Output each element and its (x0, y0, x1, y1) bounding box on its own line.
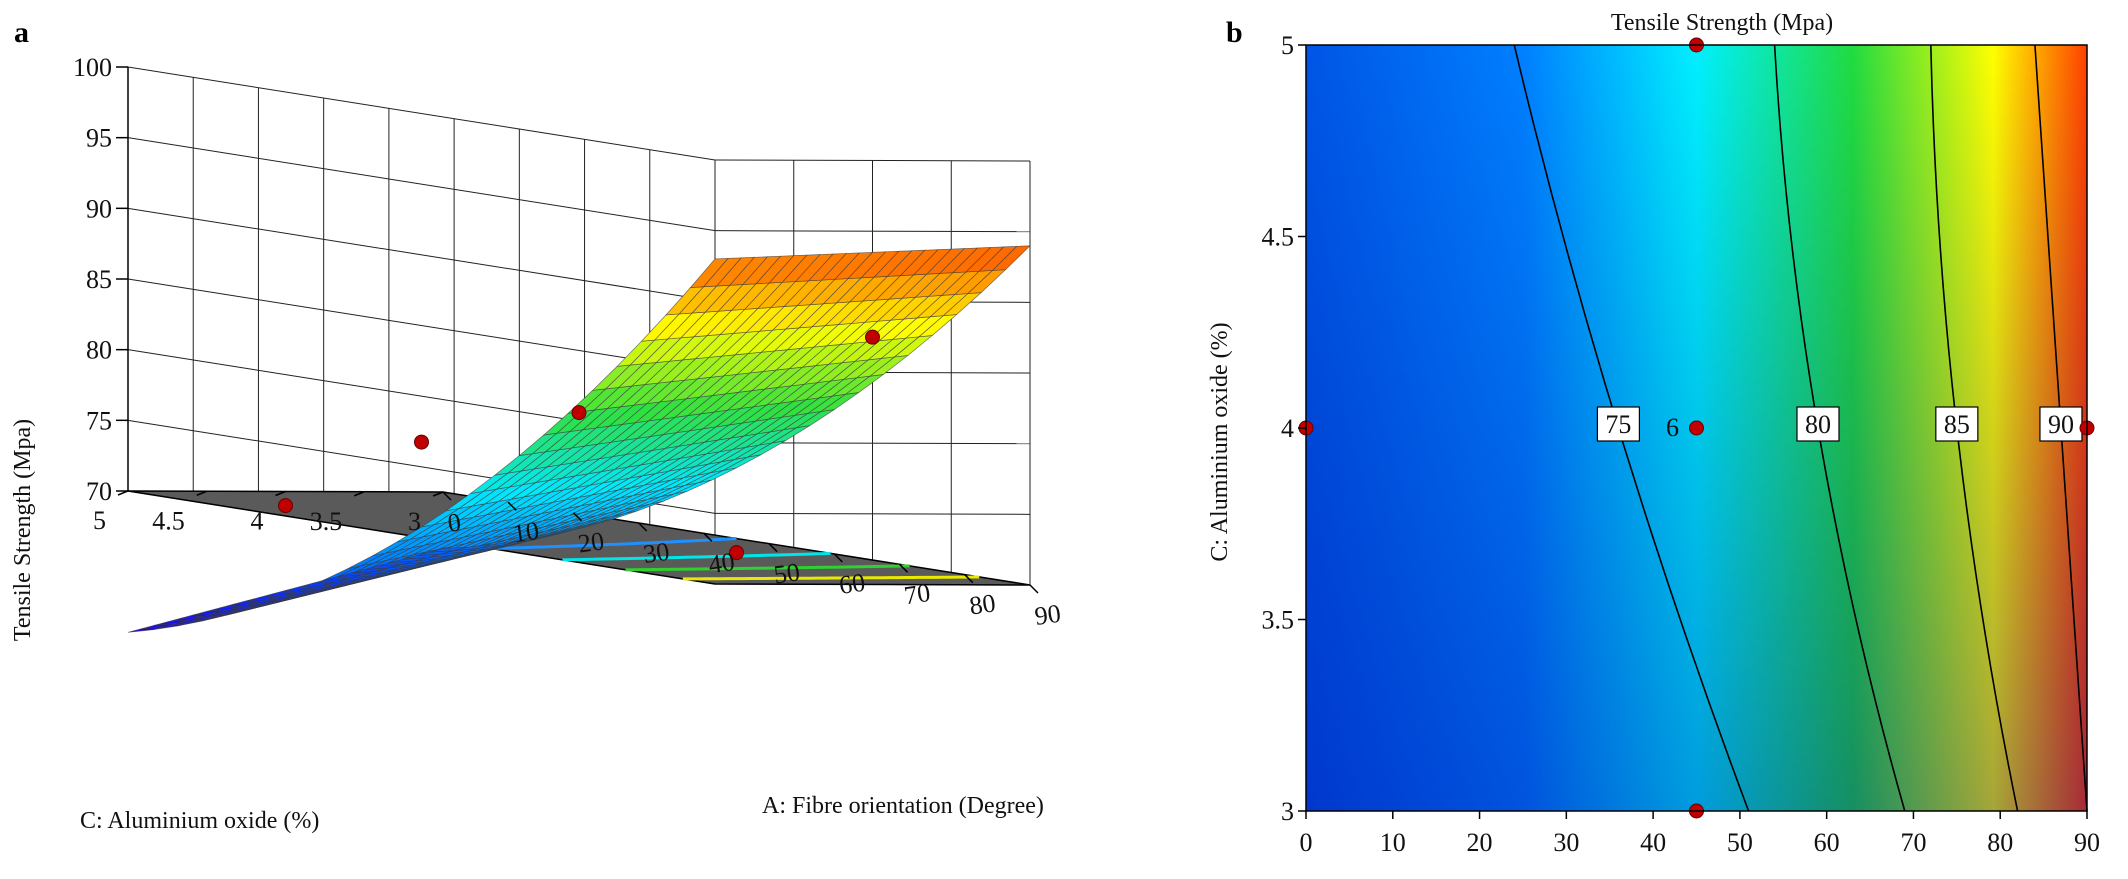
back-wall-grid-line (127, 207, 716, 302)
contour-label: 85 (1944, 410, 1970, 439)
design-point (414, 434, 429, 450)
side-wall-grid-line (714, 159, 1031, 162)
y-tick-label: 4.5 (152, 506, 185, 535)
z-tick-label: 100 (73, 53, 112, 82)
design-point (865, 329, 880, 345)
back-wall-grid-line (127, 137, 716, 232)
x-tick-label: 60 (1814, 828, 1840, 857)
y-axis-tick (353, 491, 365, 497)
surface-patch (991, 245, 1031, 271)
floor-contour-line (682, 575, 980, 581)
contour-label-box (2039, 406, 2083, 442)
x-tick-label: 20 (1467, 828, 1493, 857)
x-axis-tick (964, 574, 974, 584)
z-tick-label: 95 (86, 124, 112, 153)
side-wall-grid-line (714, 512, 1031, 515)
x-axis-tick (507, 501, 517, 511)
x-tick-label: 70 (1900, 828, 1926, 857)
x-tick-label: 80 (1987, 828, 2013, 857)
y-tick-label: 3 (408, 507, 421, 536)
x-tick-label: 0 (446, 507, 463, 538)
center-point-count: 6 (1666, 413, 1679, 442)
x-axis-tick (768, 543, 778, 553)
x-axis-tick (833, 553, 843, 563)
side-wall-grid-line (714, 230, 1031, 233)
y-tick-label: 4.5 (1262, 223, 1295, 252)
z-tick-label: 75 (86, 406, 112, 435)
y-tick-label: 5 (1281, 31, 1294, 60)
x-tick-label: 30 (641, 537, 671, 569)
back-wall-grid-line (127, 66, 716, 161)
x-axis-tick (442, 491, 452, 501)
x-tick-label: 30 (1553, 828, 1579, 857)
design-point (571, 405, 587, 421)
x-tick-label: 60 (837, 568, 867, 600)
x-tick-label: 40 (1640, 828, 1666, 857)
y-axis-tick (196, 490, 208, 496)
x-axis-tick (703, 532, 713, 542)
y-axis-label: C: Aluminium oxide (%) (80, 808, 319, 834)
y-axis-tick (117, 490, 129, 496)
back-wall-grid-line (127, 278, 716, 373)
x-tick-label: 50 (1727, 828, 1753, 857)
x-tick-label: 20 (576, 526, 606, 558)
x-axis-tick (899, 563, 909, 573)
contour-label: 90 (2048, 410, 2074, 439)
design-point (729, 545, 744, 561)
y-tick-label: 4 (251, 507, 264, 536)
contour-label-box (1935, 406, 1979, 442)
y-tick-label: 3.5 (310, 507, 343, 536)
x-tick-label: 40 (707, 547, 737, 579)
contour-labels: 75 80 85 90 (1596, 406, 2083, 442)
contour-label: 75 (1605, 410, 1631, 439)
z-tick-label: 70 (86, 477, 112, 506)
contour-plot: 75 80 85 90 0 10 20 30 40 50 60 70 80 90 3 3.5 4 4.5 5 Te… (1207, 10, 2100, 857)
x-tick-label: 90 (1033, 599, 1063, 631)
x-axis-tick (638, 522, 648, 532)
x-axis-tick (1029, 584, 1039, 594)
y-tick-label: 5 (93, 506, 106, 535)
contour-label-box (1796, 406, 1840, 442)
panel-b-label: b (1226, 16, 1243, 49)
x-tick-label: 70 (902, 578, 932, 610)
contour-label-box (1596, 406, 1641, 442)
floor-contour-line (562, 551, 831, 562)
x-tick-label: 80 (968, 588, 998, 620)
x-axis-tick (572, 512, 582, 522)
y-axis-label: C: Aluminium oxide (%) (1207, 322, 1233, 561)
design-points (278, 329, 880, 561)
response-surface (127, 245, 1031, 633)
contour-axis-ticks: 0 10 20 30 40 50 60 70 80 90 3 3.5 4 4.5 5 (1262, 31, 2101, 857)
x-tick-label: 10 (511, 516, 541, 548)
x-tick-label: 0 (1300, 828, 1313, 857)
panel-a-label: a (14, 16, 29, 49)
x-tick-label: 90 (2074, 828, 2100, 857)
z-axis-label: Tensile Strength (Mpa) (10, 419, 36, 641)
y-tick-label: 3 (1281, 797, 1294, 826)
x-axis-label: A: Fibre orientation (Degree) (762, 793, 1044, 819)
z-tick-label: 90 (86, 194, 112, 223)
z-tick-label: 85 (86, 265, 112, 294)
design-point (1689, 420, 1704, 436)
floor-contour-line (625, 564, 910, 572)
y-axis-tick (432, 491, 444, 497)
contour-label: 80 (1805, 410, 1831, 439)
x-tick-label: 10 (1380, 828, 1406, 857)
x-tick-label: 50 (772, 557, 802, 589)
design-point (278, 498, 293, 514)
y-tick-label: 4 (1281, 414, 1294, 443)
z-tick-label: 80 (86, 336, 112, 365)
y-axis-tick (275, 490, 286, 497)
chart-title: Tensile Strength (Mpa) (1611, 10, 1833, 36)
y-tick-label: 3.5 (1262, 606, 1295, 635)
floor-contour-line (491, 537, 737, 551)
